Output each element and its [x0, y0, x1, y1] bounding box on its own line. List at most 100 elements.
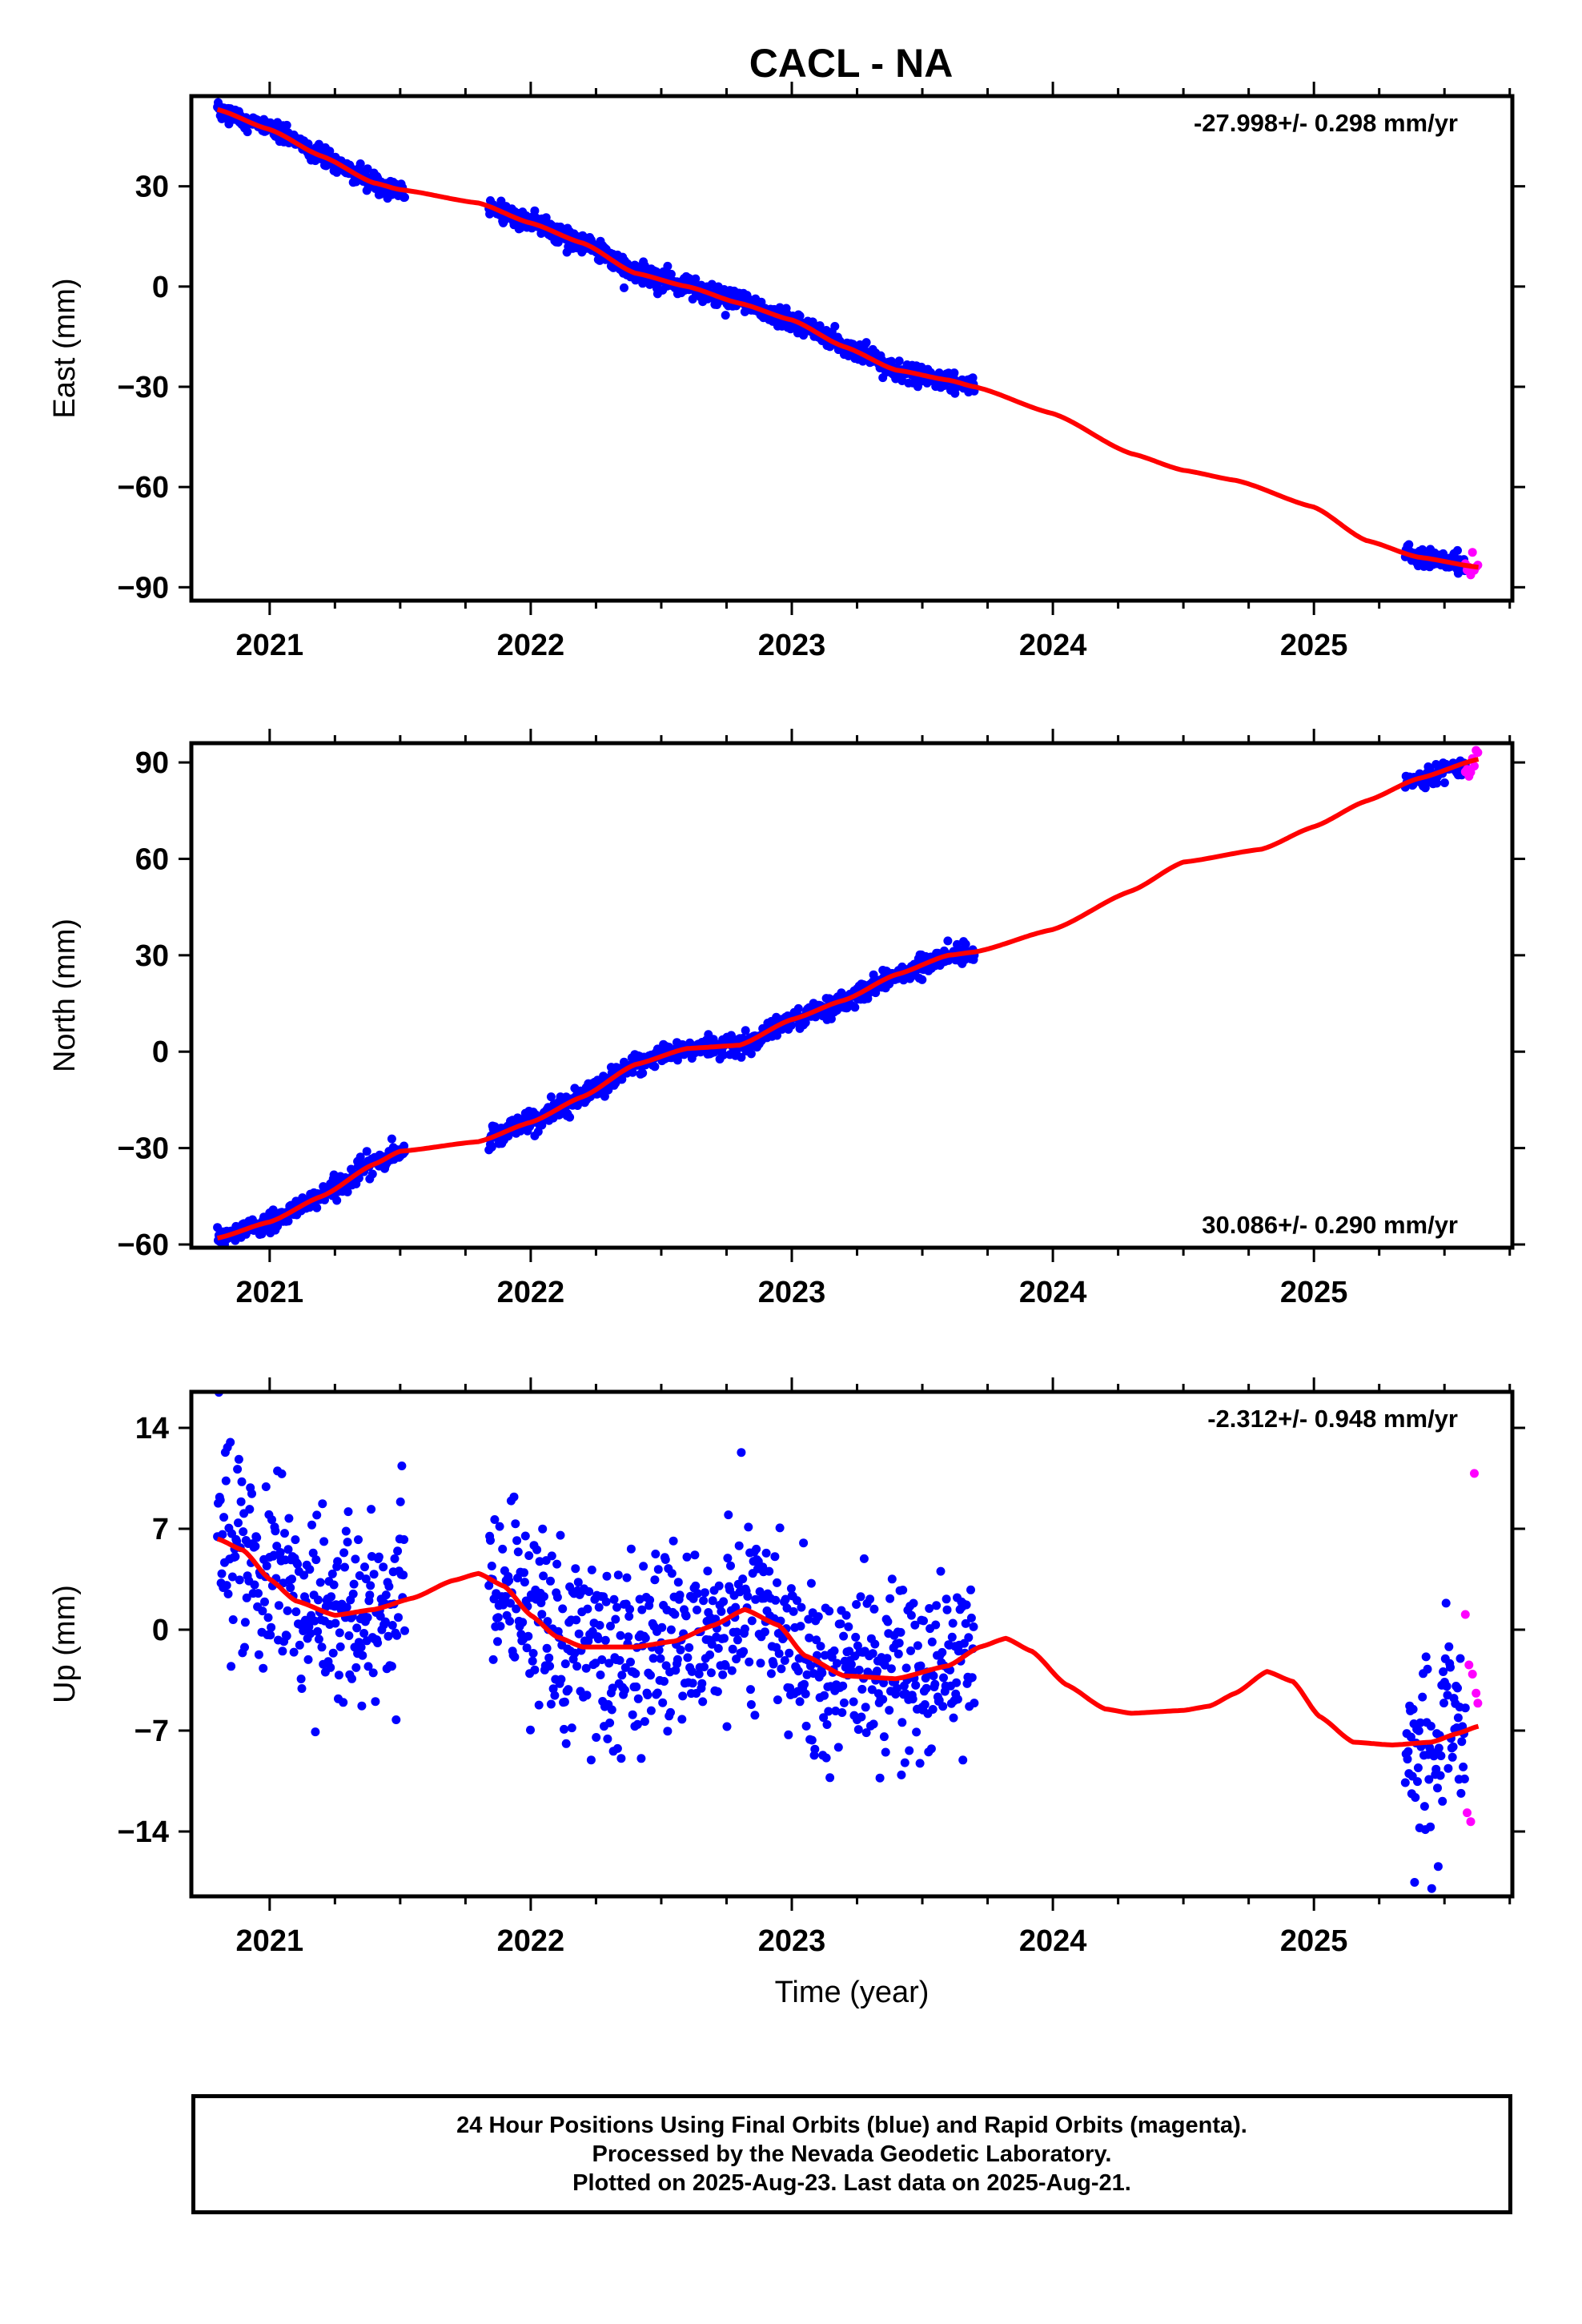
final-orbit-point	[925, 1604, 934, 1613]
final-orbit-point	[564, 1685, 573, 1695]
final-orbit-point	[691, 1581, 701, 1590]
final-orbit-point	[1414, 1726, 1423, 1735]
final-orbit-point	[661, 1555, 670, 1564]
final-orbit-point	[493, 1613, 503, 1622]
final-orbit-point	[651, 1550, 661, 1558]
final-orbit-point	[1415, 1718, 1425, 1727]
x-tick-label: 2025	[1280, 1924, 1348, 1958]
y-tick-label: −30	[118, 1132, 169, 1166]
final-orbit-point	[928, 1705, 938, 1714]
final-orbit-point	[327, 1569, 337, 1578]
final-orbit-point	[1456, 1654, 1465, 1663]
final-orbit-point	[1426, 1722, 1435, 1731]
final-orbit-point	[688, 1679, 697, 1688]
final-orbit-point	[359, 1629, 369, 1638]
final-orbit-point	[838, 1681, 848, 1691]
final-orbit-point	[743, 1591, 753, 1601]
final-orbit-point	[682, 1552, 692, 1562]
final-orbit-point	[806, 1578, 816, 1588]
final-orbit-point	[961, 939, 970, 949]
final-orbit-point	[397, 1462, 407, 1470]
final-orbit-point	[773, 1031, 781, 1040]
final-orbit-point	[333, 1557, 343, 1566]
panel-up: 14 7 0 −7 −14 2021 2022 2023 2024 2025 Up (mm) Time…	[48, 1377, 1525, 2009]
final-orbit-point	[658, 1698, 668, 1707]
final-orbit-point	[509, 1492, 519, 1502]
final-orbit-point	[240, 1618, 250, 1627]
final-orbit-point	[825, 1773, 835, 1783]
final-orbit-point	[761, 1548, 771, 1558]
final-orbit-point	[670, 1610, 680, 1619]
final-orbit-point	[769, 1659, 778, 1669]
final-orbit-point	[968, 373, 978, 383]
final-orbit-point	[390, 1554, 400, 1563]
final-orbit-point	[252, 1533, 262, 1542]
final-orbit-point	[1453, 1713, 1463, 1723]
x-tick-label: 2022	[497, 1924, 565, 1958]
final-orbit-point	[653, 1565, 663, 1574]
final-orbit-point	[560, 1697, 569, 1707]
final-orbit-point	[358, 1651, 367, 1660]
final-orbit-point	[936, 1566, 946, 1576]
final-orbit-point	[365, 1590, 375, 1600]
final-orbit-point	[1403, 1755, 1412, 1764]
final-orbit-point	[852, 1600, 861, 1609]
final-orbit-point	[1444, 1642, 1454, 1651]
final-orbit-point	[714, 1581, 724, 1590]
final-orbit-point	[784, 1730, 793, 1739]
final-orbit-point	[795, 1697, 805, 1707]
final-orbit-point	[236, 1497, 246, 1506]
final-orbit-point	[622, 1573, 632, 1582]
final-orbit-point	[312, 1203, 322, 1212]
final-orbit-point	[349, 1579, 359, 1589]
final-orbit-point	[857, 1684, 867, 1694]
final-orbit-point	[961, 1618, 970, 1628]
footer-note-box: 24 Hour Positions Using Final Orbits (bl…	[191, 2094, 1512, 2214]
final-orbit-point	[504, 1576, 514, 1586]
final-orbit-point	[906, 1610, 916, 1620]
final-orbit-point	[251, 1542, 260, 1551]
final-orbit-point	[232, 1537, 242, 1546]
final-orbit-point	[332, 167, 342, 177]
final-orbit-point	[539, 1571, 548, 1581]
final-orbit-point	[746, 1700, 756, 1709]
final-orbit-point	[490, 1515, 500, 1524]
final-orbit-point	[261, 1482, 271, 1491]
rapid-orbit-point	[1470, 762, 1479, 771]
final-orbit-point	[223, 1589, 233, 1598]
final-orbit-point	[1423, 1664, 1432, 1674]
final-orbit-point	[572, 1615, 581, 1625]
final-orbit-point	[786, 1584, 796, 1594]
final-orbit-point	[537, 1120, 547, 1130]
final-orbit-point	[782, 1603, 792, 1613]
final-orbit-point	[706, 1668, 716, 1678]
rapid-orbit-point	[1473, 748, 1483, 758]
final-orbit-point	[947, 1632, 957, 1642]
final-orbit-point	[310, 1616, 319, 1626]
final-orbit-point	[801, 1721, 811, 1731]
final-orbit-point	[488, 1655, 498, 1664]
final-orbit-point	[967, 1673, 977, 1683]
final-orbit-point	[861, 1728, 871, 1738]
final-orbit-point	[1448, 1742, 1458, 1751]
final-orbit-point	[586, 1755, 596, 1765]
final-orbit-point	[894, 356, 904, 366]
x-tick-label: 2022	[497, 629, 565, 662]
final-orbit-point	[546, 1576, 555, 1586]
final-orbit-point	[713, 1643, 723, 1653]
final-orbit-point	[887, 1574, 897, 1584]
final-orbit-point	[893, 1683, 901, 1693]
final-orbit-point	[908, 1695, 917, 1704]
final-orbit-point	[1406, 1732, 1415, 1742]
final-orbit-point	[351, 1663, 361, 1672]
final-orbit-point	[616, 1754, 626, 1763]
final-orbit-point	[795, 312, 805, 320]
final-orbit-point	[846, 1659, 856, 1669]
north-model-curve	[216, 757, 1480, 1240]
final-orbit-point	[278, 1647, 287, 1656]
final-orbit-point	[546, 1699, 556, 1709]
final-orbit-point	[793, 1003, 803, 1013]
final-orbit-point	[740, 1624, 749, 1634]
final-orbit-point	[486, 1536, 495, 1545]
final-orbit-point	[952, 1678, 962, 1687]
